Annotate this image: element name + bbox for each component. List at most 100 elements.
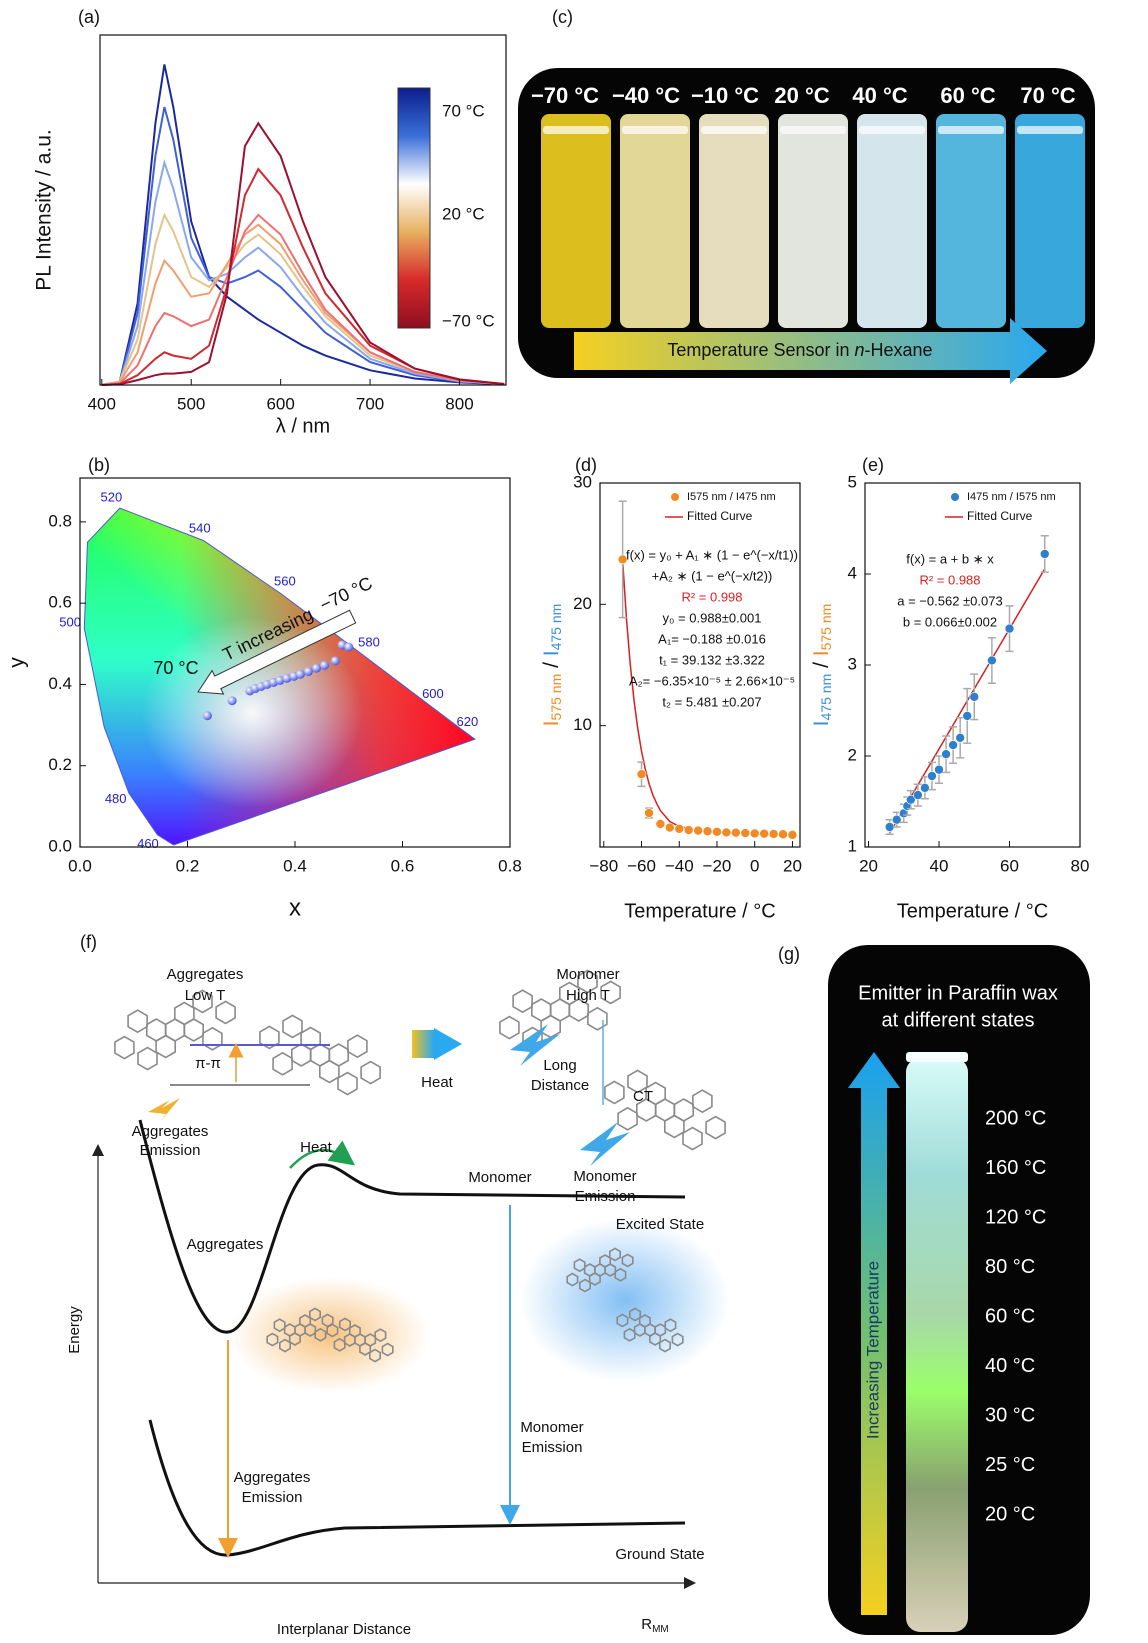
data-point [906,794,916,805]
x-tick-label: 0.4 [283,856,307,875]
temperature-label: 30 °C [985,1404,1035,1426]
label: Ground State [615,1546,704,1563]
data-point [731,827,741,838]
temperature-labels: 200 °C 160 °C 120 °C 80 °C 60 °C 40 °C 30 °C 25… [985,1107,1046,1525]
photo-title: at different states [881,1009,1034,1031]
ring [604,1080,625,1105]
rmm-label: RMM [641,1616,669,1635]
x-axis-label: Temperature / °C [897,900,1048,922]
vial-rim [938,126,1004,134]
y-axis-label: I475 nm / I575 nm [810,604,834,727]
y-tick-label: 10 [573,715,592,734]
label: Monomer [520,1419,583,1436]
y-axis-label-part: / [810,656,833,674]
vial-rim [701,126,767,134]
equation-text: R² = 0.998 [681,589,742,604]
ring [282,1014,303,1039]
legend-label: Fitted Curve [967,509,1033,523]
data-point [941,749,951,759]
ring [617,1106,638,1131]
x-tick-label: 700 [356,394,384,413]
vial [1015,114,1085,328]
y-axis-label: PL Intensity / a.u. [33,129,56,290]
label: High T [566,987,610,1004]
x-axis-label: x [289,894,301,921]
ring [627,1069,648,1094]
y-tick-label: 0.4 [48,674,72,693]
y-tick-label: 5 [848,472,857,491]
y-axis-label: y [6,657,29,668]
ring [705,1115,726,1140]
ring [202,1026,223,1051]
x-axis-label: λ / nm [276,415,330,437]
panel-label: (g) [778,944,800,964]
y-tick-label: 2 [848,745,857,764]
y-axis-label-part: 475 nm [818,674,834,721]
vial [857,114,927,328]
emission-bolt [510,1024,560,1066]
label: Emission [522,1439,583,1456]
x-axis-label: Interplanar Distance [277,1621,411,1638]
excited-state-curve [138,1119,686,1334]
data-point [712,827,722,837]
ring [577,969,598,994]
label: Monomer [573,1168,636,1185]
x-tick-label: 0.8 [498,856,522,875]
ring [374,1328,387,1343]
arrow-text: Increasing Temperature [863,1261,882,1439]
y-axis-label-part: I [810,650,833,656]
ring [566,1272,579,1287]
ring [326,1323,339,1338]
y-tick-label: 0.2 [48,755,72,774]
data-point [969,692,980,702]
temperature-label: 160 °C [985,1157,1046,1179]
label: Heat [421,1074,454,1091]
x-tick-label: 60 [1000,856,1019,875]
y-axis-label-part: I [810,720,833,726]
equation-text: R² = 0.988 [919,572,980,587]
spectrum-line [101,121,505,386]
data-point [962,711,973,721]
y-axis-label-part: I [540,650,563,656]
ring [127,1009,148,1034]
y-tick-label: 1 [848,836,857,855]
legend-label: I475 nm / I575 nm [967,491,1056,503]
equation-text: t₁ = 39.132 ±3.322 [659,652,765,667]
data-point [655,819,666,829]
ring [278,1338,292,1353]
equation-text: f(x) = y₀ + A₁ ∗ (1 − e^(−x/t1)) [626,547,798,562]
ring [347,1034,368,1059]
spectrum-line [101,106,505,386]
ring [215,1000,236,1025]
ring [628,1307,642,1322]
ring [300,1026,322,1051]
data-point [1004,623,1015,634]
data-point [227,696,237,706]
panel-label: (d) [575,455,597,475]
equation-text: a = −0.562 ±0.073 [897,593,1002,608]
ring [540,1014,562,1039]
data-point [934,764,944,775]
tube [906,1058,968,1632]
label: CT [633,1088,653,1105]
ring [308,1307,322,1322]
ring [587,1006,608,1031]
data-point [312,663,321,673]
text-part: Temperature Sensor in [667,340,854,360]
spectrum-line [101,167,505,386]
equation-text: A₁= −0.188 ±0.016 [658,631,766,646]
colorbar [397,87,431,329]
wavelength-label: 580 [358,634,380,649]
ring [359,1342,372,1356]
vial [699,114,769,328]
label: Aggregates [234,1469,311,1486]
arrow-start: −70 °C [317,573,376,615]
temperature-label: 20 °C [774,83,829,108]
colorbar-label: −70 °C [442,311,495,330]
y-axis-label-part: 575 nm [548,674,564,721]
y-tick-label: 0.6 [48,593,72,612]
panel-label: (f) [80,932,97,952]
equation-text: A₂= −6.35×10⁻⁵ ± 2.66×10⁻⁵ [629,673,795,688]
plot-frame [599,482,801,848]
wavelength-label: 460 [137,836,159,851]
